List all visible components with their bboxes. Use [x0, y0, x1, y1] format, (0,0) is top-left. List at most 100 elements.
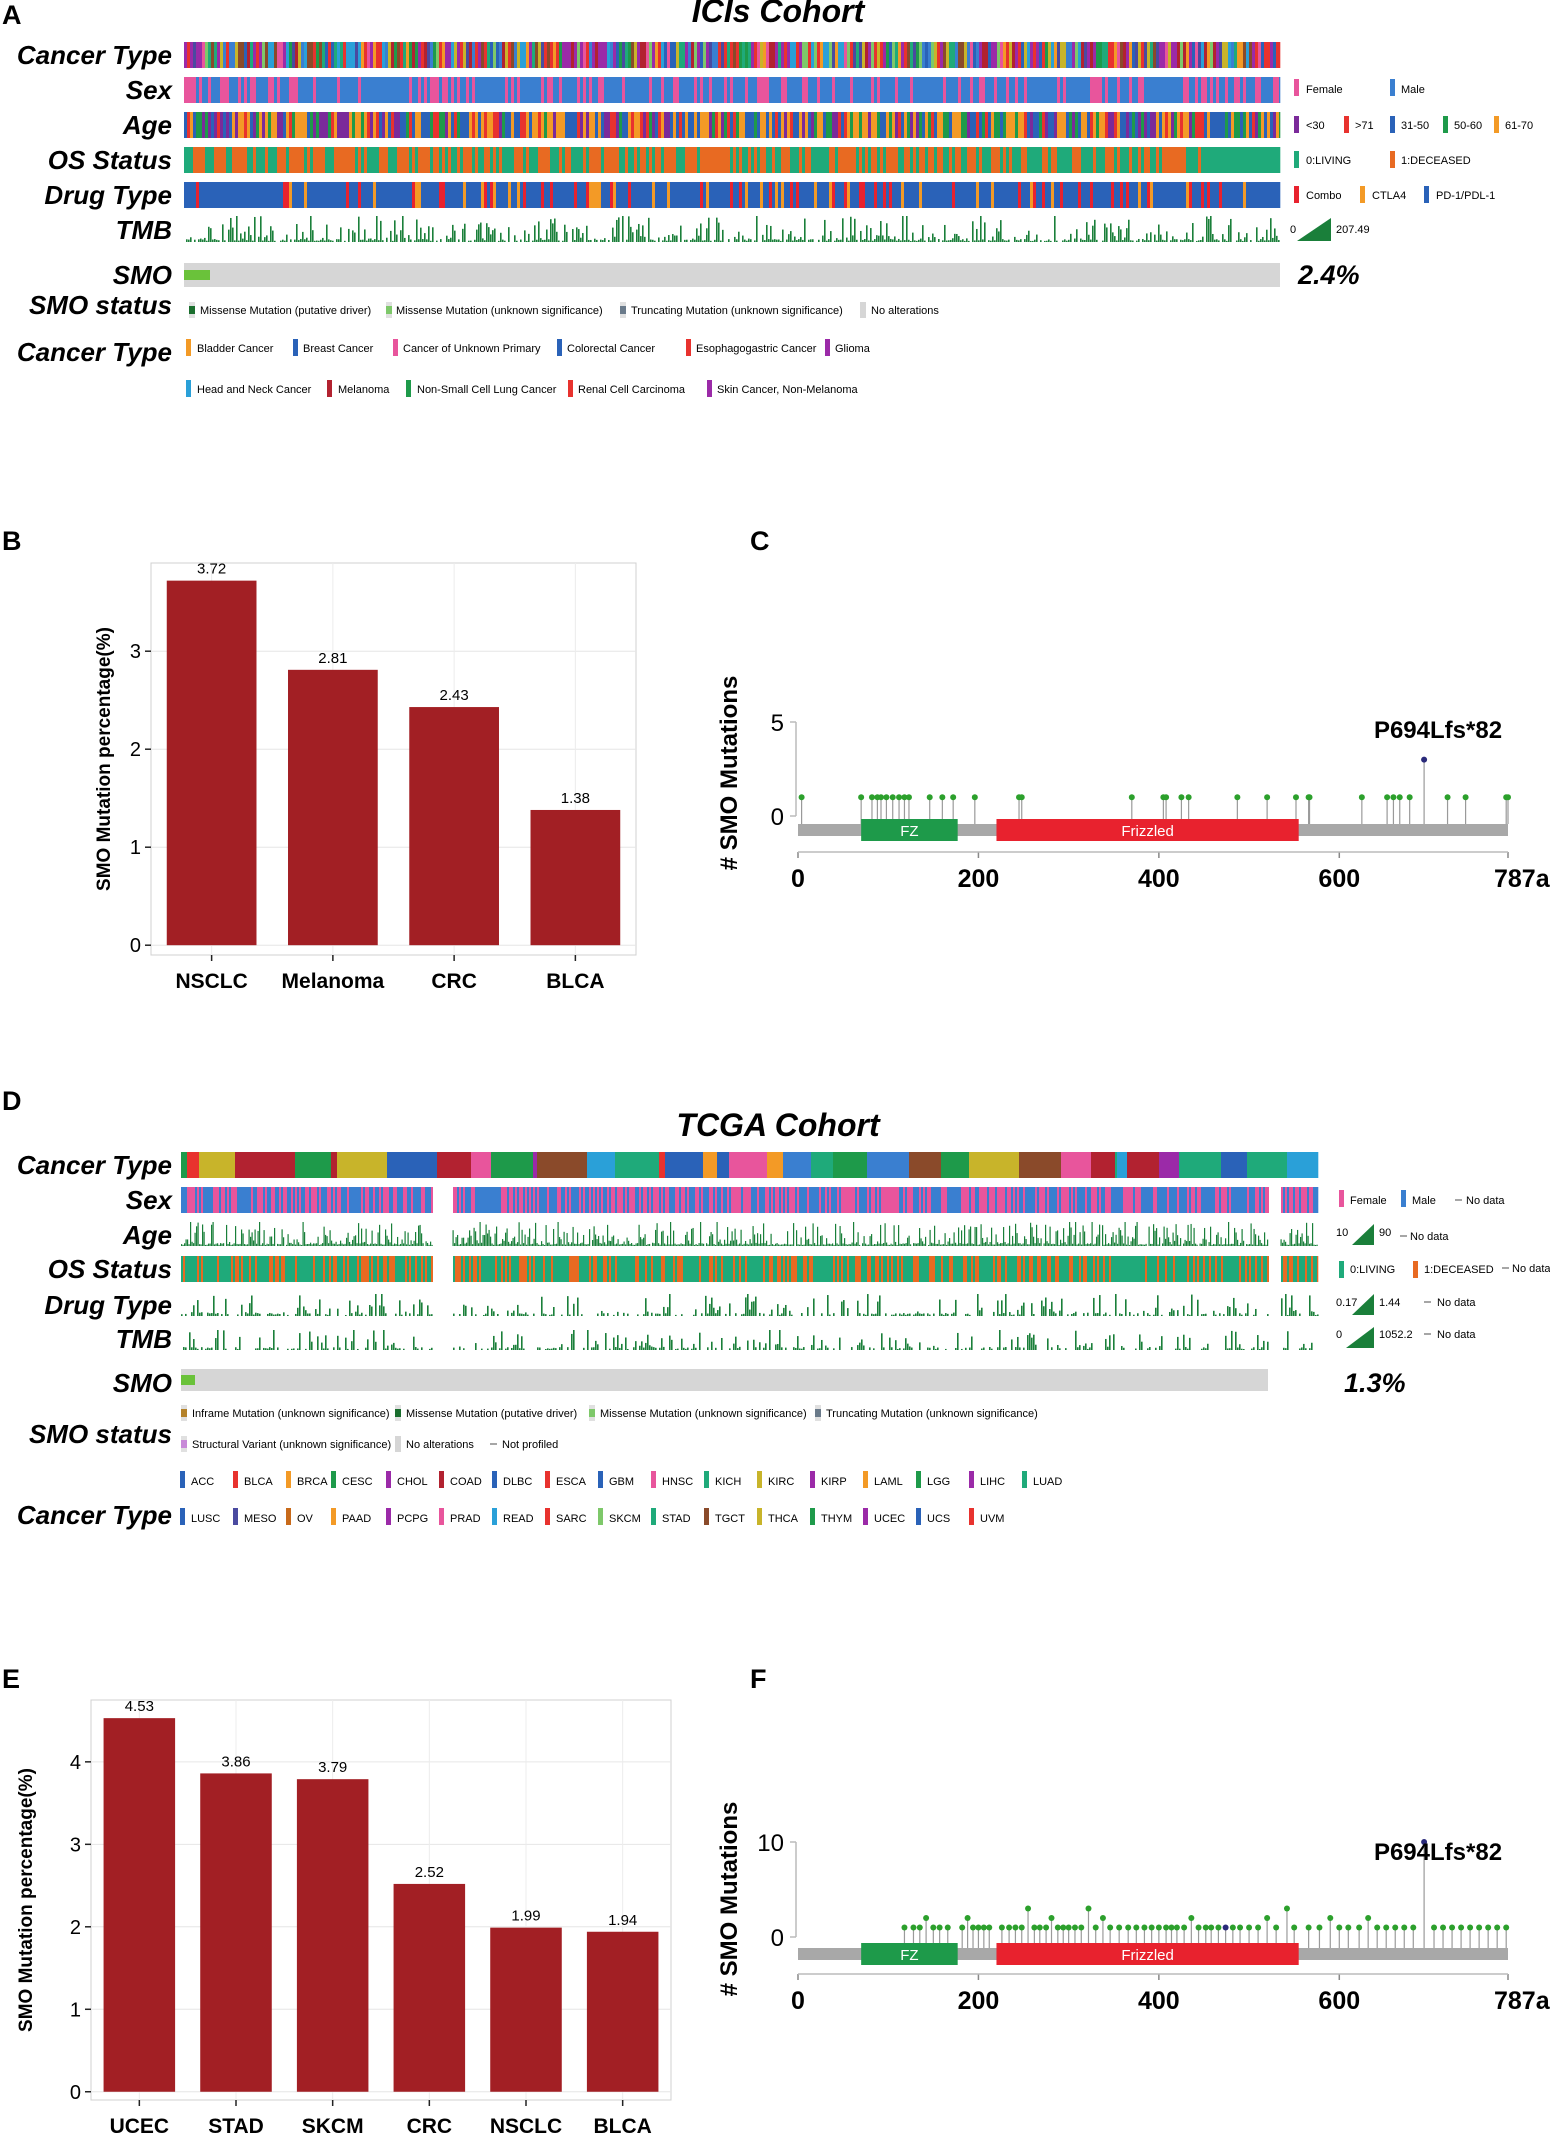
icis-cancer-type-track-cell	[979, 42, 982, 68]
tcga-cancer-type-track-cell	[495, 1152, 497, 1178]
icis-age-track-cell	[886, 112, 889, 138]
icis-tmb-track-bar	[392, 241, 394, 242]
tcga-age-track-bar	[271, 1236, 272, 1246]
tcga-cancer-type-track-cell	[905, 1152, 907, 1178]
tcga-cancer-type-track-cell	[213, 1152, 215, 1178]
icis-os-track-cell	[865, 147, 868, 173]
tcga-os-track-cell	[259, 1256, 261, 1282]
icis-sex-track-cell	[676, 77, 679, 103]
icis-age-track-cell	[250, 112, 253, 138]
tcga-age-track-bar	[543, 1244, 544, 1246]
icis-cancer-type-track-cell	[616, 42, 619, 68]
icis-age-track-cell	[1246, 112, 1249, 138]
tcga-cancer-type-track-cell	[653, 1152, 655, 1178]
tcga-sex-track-cell	[1155, 1187, 1157, 1213]
tcga-cancer-type-track-cell	[867, 1152, 869, 1178]
icis-tmb-track-bar	[604, 238, 606, 242]
tcga-sex-track-cell	[577, 1187, 579, 1213]
icis-tmb-track-bar	[780, 241, 782, 242]
icis-os-track-cell	[1264, 147, 1267, 173]
icis-sex-track-cell	[445, 77, 448, 103]
icis-drug-track-cell	[778, 182, 781, 208]
icis-age-track-cell	[646, 112, 649, 138]
tcga-cancer-type-track-cell	[1193, 1152, 1195, 1178]
tcga-age-track-bar	[856, 1242, 857, 1246]
tcga-sex-track-cell	[1001, 1187, 1003, 1213]
tcga-sex-track-cell	[761, 1187, 763, 1213]
icis-tmb-track-bar	[206, 241, 208, 242]
icis-sex-track-cell	[643, 77, 646, 103]
tcga-age-track-bar	[417, 1243, 418, 1246]
icis-tmb-track-bar	[1236, 241, 1238, 242]
icis-cancer-type-track-cell	[1141, 42, 1144, 68]
tcga-os-track-cell	[749, 1256, 751, 1282]
icis-cancer-type-track-cell	[883, 42, 886, 68]
icis-os-track-cell	[661, 147, 664, 173]
icis-smo-altered	[184, 270, 210, 280]
icis-sex-track-cell	[955, 77, 958, 103]
tcga-sex-track-cell	[1251, 1187, 1253, 1213]
icis-tmb-track-bar	[918, 240, 920, 242]
tcga-os-track-cell	[883, 1256, 885, 1282]
icis-drug-track-cell	[1021, 182, 1024, 208]
icis-sex-track-cell	[655, 77, 658, 103]
icis-tmb-track-bar	[906, 216, 908, 242]
tcga-age-track-bar	[387, 1236, 388, 1246]
icis-os-track-cell	[253, 147, 256, 173]
icis-age-track-cell	[508, 112, 511, 138]
tcga-age-track-bar	[817, 1227, 818, 1246]
tcga-cancer-type-track-cell	[259, 1152, 261, 1178]
icis-cancer-type-track-cell	[331, 42, 334, 68]
icis-os-track-cell	[703, 147, 706, 173]
icis-age-track-cell	[1030, 112, 1033, 138]
icis-cancer-type-track-cell	[1123, 42, 1126, 68]
icis-os-track-cell	[184, 147, 187, 173]
icis-age-track-cell	[745, 112, 748, 138]
icis-cancer-type-track-cell	[367, 42, 370, 68]
tcga-os-track-cell	[699, 1256, 701, 1282]
tcga-os-track-cell	[1071, 1256, 1073, 1282]
tcga-age-track-bar	[594, 1226, 595, 1246]
tcga-age-track-bar	[832, 1243, 833, 1246]
icis-sex-track-cell	[874, 77, 877, 103]
tcga-drug-track-bar	[269, 1313, 271, 1316]
icis-sex-track-cell	[1219, 77, 1222, 103]
icis-sex-track-cell	[793, 77, 796, 103]
tcga-os-track-cell	[317, 1256, 319, 1282]
icis-os-track-cell	[256, 147, 259, 173]
icis-sex-track-cell	[1012, 77, 1015, 103]
icis-drug-track-cell	[1147, 182, 1150, 208]
tcga-os-track-cell	[1187, 1256, 1189, 1282]
icis-os-track-cell	[307, 147, 310, 173]
icis-cancer-type-track-cell	[1006, 42, 1009, 68]
tcga-age-track-bar	[352, 1240, 353, 1246]
icis-drug-track-cell	[667, 182, 670, 208]
icis-sex-track-cell	[703, 77, 706, 103]
tcga-os-track-cell	[693, 1256, 695, 1282]
tcga-age-track-bar	[946, 1245, 947, 1246]
icis-drug-track-cell	[811, 182, 814, 208]
tcga-label-smo: SMO	[113, 1368, 172, 1398]
icis-tmb-track-bar	[246, 240, 248, 242]
icis-drug-track-cell	[379, 182, 382, 208]
tcga-cancer-type-track-cell	[1287, 1152, 1289, 1178]
icis-sex-track-cell	[331, 77, 334, 103]
icis-age-track-cell	[622, 112, 625, 138]
tcga-os-track-cell	[385, 1256, 387, 1282]
tcga-sex-track-cell	[703, 1187, 705, 1213]
icis-sex-track-cell	[727, 77, 730, 103]
icis-cancer-type-track-cell	[1270, 42, 1273, 68]
icis-drug-track-cell	[706, 182, 709, 208]
icis-tmb-track-bar	[1200, 240, 1202, 242]
tcga-age-track-bar	[954, 1232, 955, 1246]
icis-cancer-type-track-cell	[1261, 42, 1264, 68]
tcga-sex-track-cell	[885, 1187, 887, 1213]
tcga-sex-track-cell	[447, 1187, 449, 1213]
legend-swatch-male	[1390, 79, 1395, 96]
icis-sex-track-cell	[1063, 77, 1066, 103]
tcga-os-track-cell	[647, 1256, 649, 1282]
icis-sex-track-cell	[1192, 77, 1195, 103]
icis-tmb-track-bar	[992, 237, 994, 242]
tcga-cancer-type-track-cell	[819, 1152, 821, 1178]
tcga-os-track-cell	[655, 1256, 657, 1282]
